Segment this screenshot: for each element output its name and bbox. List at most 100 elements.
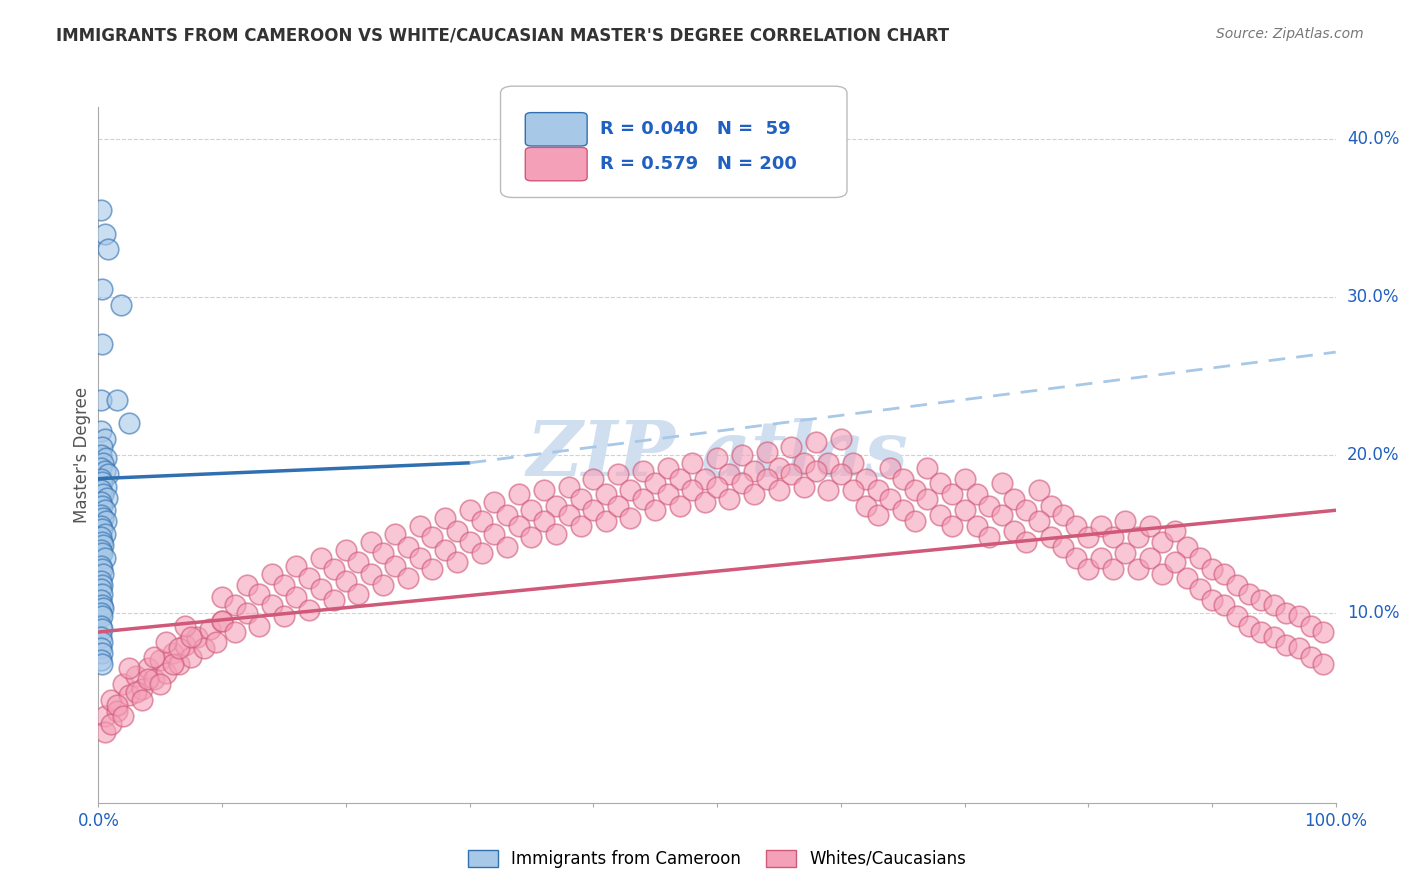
Point — [90, 630, 112, 644]
Point — [93, 724, 115, 739]
FancyBboxPatch shape — [501, 87, 846, 197]
Point — [90, 460, 112, 475]
Point — [706, 479, 728, 493]
Point — [742, 464, 765, 478]
Point — [143, 650, 166, 665]
Point — [928, 508, 950, 522]
Point — [446, 524, 468, 538]
Point — [1040, 499, 1063, 513]
Point — [285, 558, 308, 573]
Point — [495, 540, 517, 554]
Point — [1275, 606, 1298, 620]
Point — [533, 514, 555, 528]
Point — [94, 514, 117, 528]
Point — [322, 593, 344, 607]
Point — [855, 472, 877, 486]
Point — [260, 566, 283, 581]
Point — [180, 650, 202, 665]
Point — [93, 227, 115, 241]
Point — [118, 417, 141, 431]
Point — [174, 618, 197, 632]
Point — [193, 640, 215, 655]
Point — [904, 483, 927, 497]
Point — [91, 598, 114, 612]
Point — [582, 503, 605, 517]
Point — [309, 550, 332, 565]
Point — [557, 508, 579, 522]
Point — [755, 472, 778, 486]
Point — [1090, 519, 1112, 533]
Point — [793, 479, 815, 493]
Point — [1263, 598, 1285, 612]
Point — [1237, 587, 1260, 601]
Point — [793, 456, 815, 470]
Point — [718, 467, 741, 481]
Point — [1002, 524, 1025, 538]
Point — [91, 609, 114, 624]
Point — [644, 503, 666, 517]
Point — [124, 685, 146, 699]
Point — [1201, 593, 1223, 607]
Point — [335, 574, 357, 589]
Point — [1213, 566, 1236, 581]
Point — [1126, 530, 1149, 544]
Point — [90, 542, 112, 557]
Point — [174, 638, 197, 652]
Point — [669, 499, 692, 513]
Point — [471, 546, 494, 560]
Point — [1139, 550, 1161, 565]
Point — [1164, 556, 1187, 570]
Point — [167, 640, 190, 655]
Point — [110, 298, 132, 312]
Point — [1015, 503, 1038, 517]
Point — [1188, 582, 1211, 597]
Point — [384, 527, 406, 541]
Point — [180, 630, 202, 644]
Point — [1002, 492, 1025, 507]
Point — [657, 460, 679, 475]
Point — [458, 534, 481, 549]
Point — [91, 499, 114, 513]
Point — [879, 460, 901, 475]
Point — [1152, 534, 1174, 549]
Point — [879, 492, 901, 507]
Point — [1102, 530, 1125, 544]
Point — [1250, 593, 1272, 607]
Point — [1102, 562, 1125, 576]
FancyBboxPatch shape — [526, 112, 588, 146]
Point — [91, 587, 114, 601]
Point — [211, 614, 233, 628]
Point — [273, 577, 295, 591]
Point — [90, 653, 112, 667]
Point — [90, 508, 112, 522]
Point — [224, 625, 246, 640]
Point — [198, 622, 221, 636]
Point — [1288, 640, 1310, 655]
Point — [780, 467, 803, 481]
Point — [631, 464, 654, 478]
Point — [1288, 609, 1310, 624]
Point — [93, 538, 115, 552]
Point — [90, 202, 112, 217]
Point — [693, 495, 716, 509]
Point — [582, 472, 605, 486]
Point — [90, 582, 112, 597]
Point — [93, 456, 115, 470]
Point — [93, 708, 115, 723]
Point — [409, 519, 432, 533]
Point — [91, 282, 114, 296]
Point — [780, 440, 803, 454]
Point — [384, 558, 406, 573]
Point — [1175, 571, 1198, 585]
Point — [155, 634, 177, 648]
Point — [607, 499, 630, 513]
Point — [1139, 519, 1161, 533]
Point — [143, 673, 166, 687]
Point — [1077, 562, 1099, 576]
Point — [755, 444, 778, 458]
Point — [155, 666, 177, 681]
Point — [607, 467, 630, 481]
Y-axis label: Master's Degree: Master's Degree — [73, 387, 91, 523]
Point — [335, 542, 357, 557]
Point — [371, 546, 394, 560]
